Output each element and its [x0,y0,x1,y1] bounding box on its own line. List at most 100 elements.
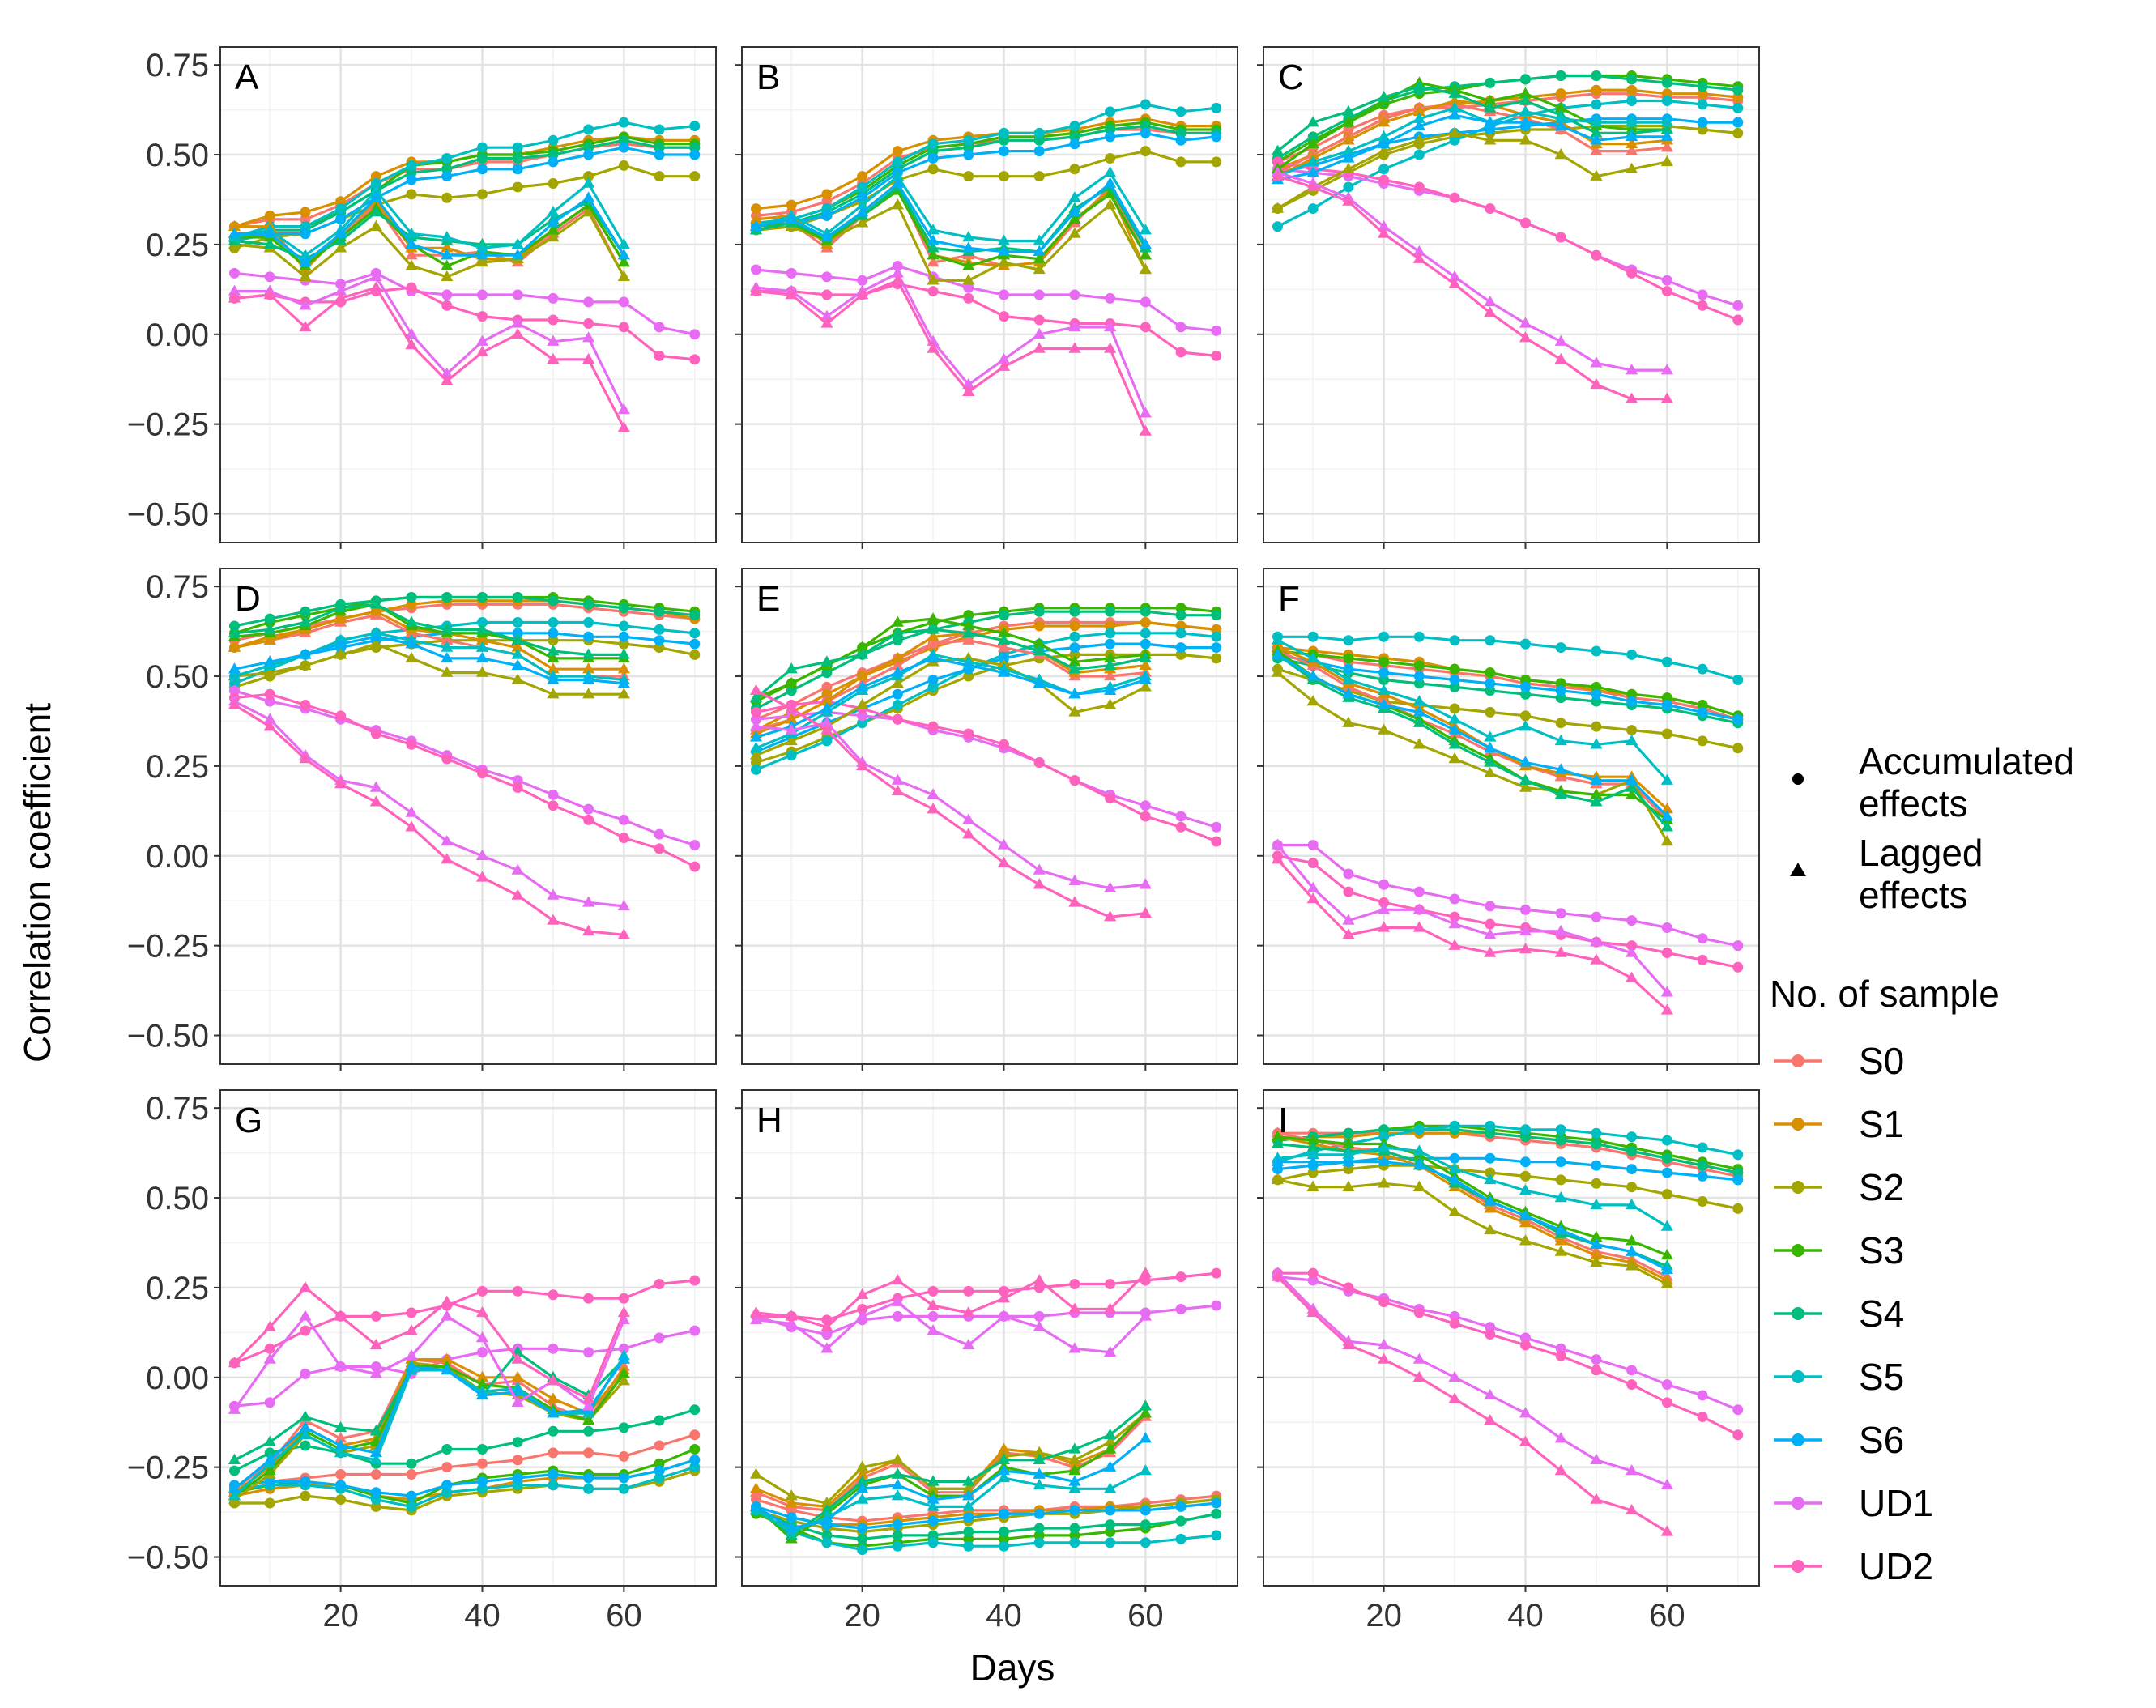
point-UD2-accumulated [927,1285,939,1297]
series-line-UD2-lagged [233,1286,625,1401]
point-S4-accumulated [1519,74,1531,85]
point-S1-accumulated [1033,620,1045,632]
point-UD1-lagged [927,788,940,799]
point-S6-lagged [1139,1432,1152,1443]
point-UD2-lagged [820,1320,833,1331]
point-UD2-accumulated [750,706,761,718]
point-UD2-accumulated [264,688,275,700]
point-S1-lagged [511,1370,524,1382]
point-UD1-lagged [1104,881,1117,892]
point-UD1-lagged [617,899,630,911]
point-UD2-lagged [1412,921,1425,932]
point-S2-accumulated [1591,1178,1602,1189]
point-UD2-accumulated [1591,249,1602,261]
point-UD2-lagged [856,1288,869,1299]
point-S2-accumulated [1519,1170,1531,1182]
point-S2-accumulated [1555,718,1566,729]
point-S5-lagged [891,1489,904,1501]
point-S6-accumulated [1069,642,1080,654]
point-UD1-accumulated [1732,1404,1744,1416]
point-UD2-accumulated [512,1285,523,1297]
point-UD2-lagged [582,352,595,364]
series-line-UD2-lagged [756,279,1147,432]
point-S4-accumulated [618,603,629,614]
point-S2-lagged [1484,766,1497,777]
point-S6-accumulated [689,638,701,650]
series-line-UD2-accumulated [1277,160,1739,322]
panel-D: 0.75 0.50 0.25 0.00 −0.25 −0.50 D [127,568,717,1071]
point-S4-accumulated [264,613,275,624]
point-S5-lagged [1554,1191,1567,1203]
point-S5-accumulated [857,181,868,193]
series-line-S5-accumulated [234,121,695,239]
series-line-S4-lagged [1276,85,1668,152]
series-line-UD2-lagged [233,704,624,936]
panel-label: B [756,58,780,97]
point-S5-accumulated [821,735,833,747]
point-UD1-accumulated [1140,296,1151,308]
point-UD2-lagged [1104,910,1117,922]
point-S5-lagged [1590,116,1603,127]
point-S2-lagged [927,274,940,285]
point-S6-lagged [263,227,276,238]
point-S4-accumulated [512,1437,523,1448]
panel-border [741,568,1238,1065]
point-S2-lagged [1590,169,1603,181]
point-S3-lagged [785,676,798,688]
point-S4-lagged [1139,1399,1152,1411]
point-S6-lagged [1660,810,1673,821]
panel-label: I [1278,1101,1288,1140]
point-UD1-lagged [1104,320,1117,332]
point-UD1-lagged [749,1313,763,1325]
point-S2-lagged [582,206,595,217]
point-S3-accumulated [1449,663,1460,675]
point-S1-accumulated [1626,84,1638,96]
series-line-UD1-accumulated [1277,1276,1739,1412]
point-S5-lagged [334,1446,347,1458]
x-tick-label: 20 [322,1598,359,1633]
point-S2-lagged [1626,162,1638,173]
point-UD2-accumulated [689,354,701,365]
x-tick-label: 20 [1366,1598,1402,1633]
point-UD1-accumulated [1211,325,1222,336]
point-S2-accumulated [300,1490,311,1501]
legend-label-S6: S6 [1859,1419,1904,1461]
point-UD1-accumulated [228,267,240,279]
point-S5-lagged [1484,730,1497,742]
point-UD1-lagged [1519,1407,1532,1418]
point-S4-lagged [1519,773,1532,785]
point-S4-lagged [1378,91,1391,102]
panel-E: E [735,568,1238,1071]
point-UD1-accumulated [1069,289,1080,300]
point-S2-lagged [1412,134,1425,145]
point-UD1-lagged [582,331,595,343]
point-S4-accumulated [1732,84,1744,96]
point-UD2-lagged [1412,1370,1425,1382]
point-UD1-accumulated [821,271,833,283]
point-S6-lagged [891,666,904,677]
point-S5-accumulated [1140,99,1151,110]
point-S6-lagged [1139,237,1152,249]
point-UD1-accumulated [583,803,594,815]
point-S4-accumulated [512,152,523,164]
point-S1-lagged [1378,116,1391,127]
point-S5-accumulated [1449,635,1460,646]
point-S2-lagged [1519,134,1532,145]
point-UD1-accumulated [618,1343,629,1354]
point-UD2-lagged [997,856,1011,867]
point-S1-lagged [749,1482,763,1493]
point-S6-lagged [1412,1159,1425,1170]
point-S2-lagged [1139,262,1152,275]
point-UD1-lagged [1412,245,1425,256]
point-S1-lagged [228,641,241,652]
point-S6-accumulated [1626,696,1638,707]
point-S5-lagged [369,1453,382,1464]
point-S5-accumulated [998,127,1009,138]
series-line-S6-lagged [1276,654,1668,818]
point-S2-lagged [299,270,312,282]
point-S6-accumulated [1211,642,1222,654]
point-S2-lagged [891,1453,904,1464]
point-S4-lagged [1484,756,1497,767]
legend-shape-label: Lagged [1859,832,1983,874]
point-UD1-accumulated [548,292,559,304]
